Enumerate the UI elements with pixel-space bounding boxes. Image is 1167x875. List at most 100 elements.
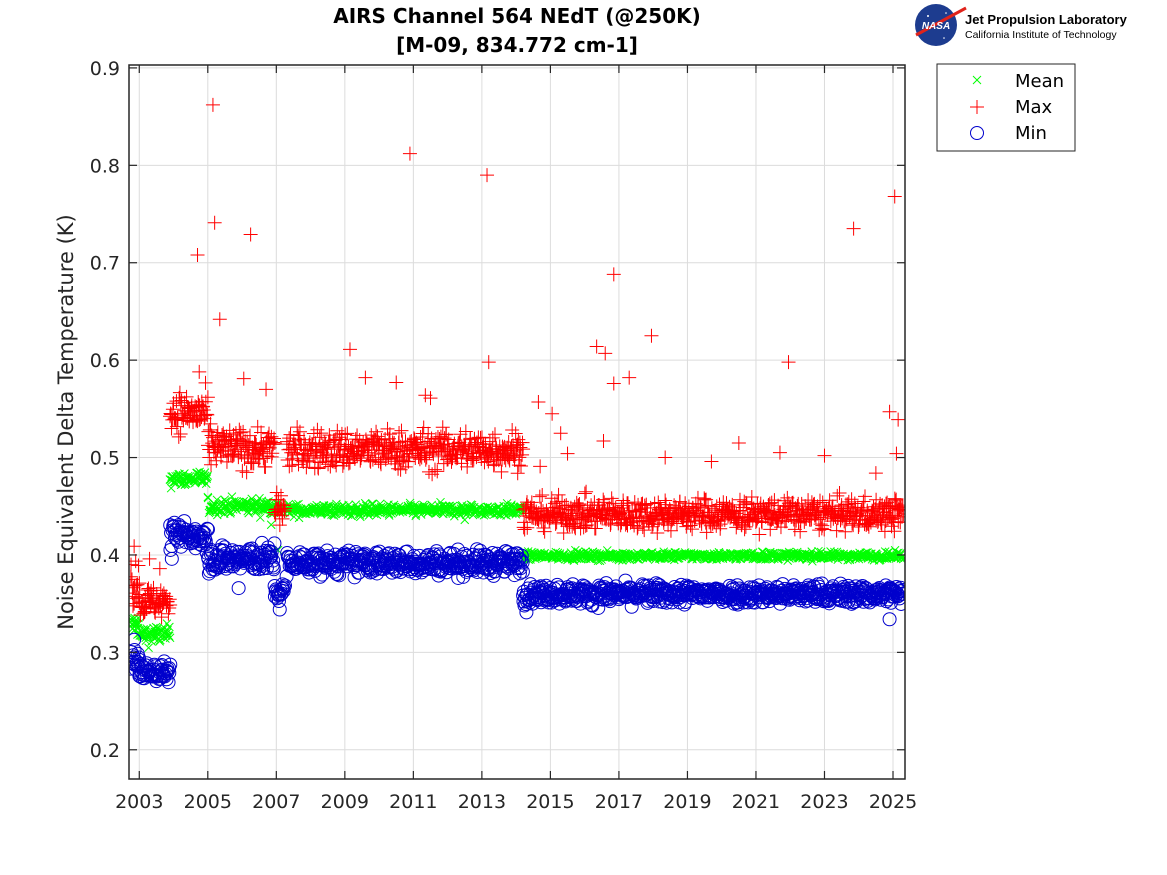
mean-point [134,618,144,628]
mean-point [202,472,212,482]
max-point [334,426,349,441]
max-point [142,594,157,609]
mean-point [255,513,265,522]
max-point [371,435,386,450]
max-point [276,497,291,512]
mean-point [165,622,174,632]
mean-point [203,493,213,503]
mean-point [144,643,153,653]
max-point [393,462,408,477]
mean-point [460,515,470,525]
max-point [439,427,454,442]
max-point [216,426,231,441]
max-point [132,587,147,602]
legend: Mean Max Min [936,63,1076,152]
max-point [378,452,393,467]
chart-title-line-1: AIRS Channel 564 NEdT (@250K) [333,4,701,28]
mean-point [758,547,768,557]
jpl-logo: NASA Jet Propulsion Laboratory Californi… [915,4,1128,46]
max-point [274,501,289,516]
max-point [418,452,433,467]
x-tick-label: 2025 [869,791,917,813]
nasa-badge-text: NASA [922,21,950,32]
series-mean [129,467,905,653]
max-point [387,442,402,457]
max-point [131,558,146,573]
max-point [162,600,177,615]
y-tick-label: 0.6 [90,350,120,372]
max-point [517,515,532,530]
max-point [225,449,240,464]
max-point [283,427,298,442]
max-point [232,422,247,437]
mean-point [225,509,235,518]
x-tick-label: 2003 [115,791,163,813]
mean-point [816,547,826,557]
max-point [508,426,523,441]
x-tick-label: 2021 [732,791,780,813]
max-point [314,426,329,441]
max-point [523,500,538,515]
max-point [198,408,213,423]
max-point [382,427,397,442]
max-point [310,422,325,437]
max-point [437,431,452,446]
max-point [163,597,178,612]
max-point [453,427,468,442]
max-point [217,433,232,448]
max-point [275,511,290,526]
max-point [279,434,294,449]
x-tick-label: 2007 [252,791,300,813]
x-tick-label: 2017 [595,791,643,813]
mean-point [470,505,480,515]
max-point [198,375,213,390]
chart-title-line-2: [M-09, 834.772 cm-1] [396,33,638,57]
x-tick-label: 2013 [458,791,506,813]
max-point [200,390,215,405]
max-point [394,423,409,438]
max-point [194,410,209,425]
max-point [220,439,235,454]
max-point [353,451,368,466]
max-point [413,430,428,445]
max-point [371,454,386,469]
max-point [219,454,234,469]
max-point [482,434,497,449]
max-point [430,464,445,479]
mean-point [719,549,729,558]
max-point [203,416,218,431]
max-point [374,433,389,448]
mean-point [165,633,175,643]
max-point [401,454,416,469]
max-point [256,451,271,466]
max-point [169,419,184,434]
max-point [274,488,289,503]
max-point [512,450,527,465]
max-point [391,461,406,476]
max-point [435,420,450,435]
max-point [165,402,180,417]
max-point [179,389,194,404]
mean-point [155,635,165,645]
max-point [496,442,511,457]
mean-point [202,474,212,484]
max-point [227,442,242,457]
max-point [278,501,293,516]
max-point [292,424,307,439]
max-point [233,425,248,440]
max-point [154,610,169,625]
max-point [282,459,297,474]
legend-label-mean: Mean [1015,71,1064,92]
max-point [517,522,532,537]
y-axis-label: Noise Equivalent Delta Temperature (K) [54,214,78,630]
max-point [164,421,179,436]
max-point [239,465,254,480]
max-point [129,569,138,584]
y-tick-label: 0.9 [90,58,120,80]
max-point [467,431,482,446]
max-point [332,430,347,445]
x-tick-label: 2005 [184,791,232,813]
mean-point [372,510,382,520]
legend-label-min: Min [1015,123,1047,144]
